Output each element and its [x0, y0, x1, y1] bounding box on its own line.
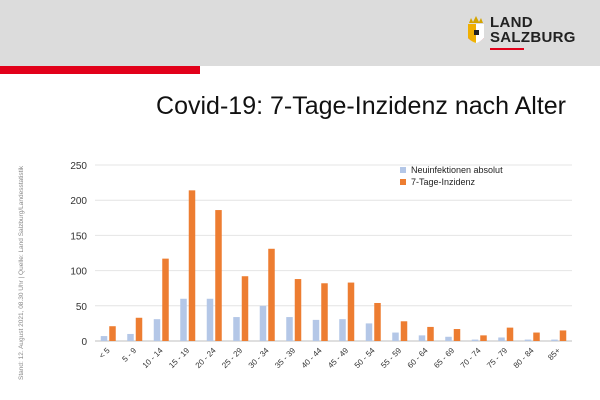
bar-inzidenz: [109, 326, 116, 341]
bar-inzidenz: [241, 276, 249, 341]
bar-neuinfektionen: [153, 319, 161, 341]
x-tick-label: 50 - 54: [353, 346, 377, 370]
bar-inzidenz: [135, 317, 143, 341]
header-bar: [0, 0, 600, 66]
bar-neuinfektionen: [498, 337, 505, 341]
x-tick-label: 25 - 29: [220, 346, 244, 370]
bar-neuinfektionen: [286, 317, 293, 341]
bar-neuinfektionen: [471, 339, 479, 341]
bar-neuinfektionen: [259, 305, 267, 341]
bar-neuinfektionen: [392, 332, 399, 341]
bar-inzidenz: [268, 248, 275, 341]
bar-inzidenz: [188, 190, 196, 341]
x-tick-label: 15 - 19: [167, 346, 191, 370]
logo-line-2: SALZBURG: [490, 29, 576, 46]
legend-item-incidence: 7-Tage-Inzidenz: [400, 176, 503, 188]
legend-item-absolute: Neuinfektionen absolut: [400, 164, 503, 176]
y-tick-label: 150: [70, 231, 87, 242]
bar-inzidenz: [480, 335, 487, 341]
bar-inzidenz: [427, 326, 434, 341]
y-tick-label: 200: [70, 196, 87, 207]
legend-swatch-incidence: [400, 179, 406, 185]
legend-label-absolute: Neuinfektionen absolut: [411, 165, 503, 175]
coat-of-arms-icon: [468, 16, 484, 43]
x-tick-label: 75 - 79: [485, 346, 509, 370]
bar-neuinfektionen: [180, 298, 187, 341]
x-tick-label: 65 - 69: [432, 346, 456, 370]
x-tick-label: 60 - 64: [406, 346, 430, 370]
bar-inzidenz: [347, 282, 355, 341]
x-tick-label: 20 - 24: [194, 346, 218, 370]
logo-underline: [490, 48, 524, 50]
bar-inzidenz: [533, 332, 540, 341]
bar-inzidenz: [559, 330, 567, 341]
header-accent-stripe: [0, 66, 200, 74]
x-tick-label: 55 - 59: [379, 346, 403, 370]
bar-neuinfektionen: [100, 336, 108, 341]
bar-inzidenz: [294, 279, 302, 341]
x-tick-label: 45 - 49: [326, 346, 350, 370]
y-tick-label: 100: [70, 267, 87, 278]
x-tick-label: 40 - 44: [300, 346, 324, 370]
bar-neuinfektionen: [418, 335, 426, 341]
bar-inzidenz: [321, 283, 328, 341]
page-title: Covid-19: 7-Tage-Inzidenz nach Alter: [156, 92, 566, 120]
chart-legend: Neuinfektionen absolut 7-Tage-Inzidenz: [400, 164, 503, 188]
bar-inzidenz: [506, 327, 514, 341]
bar-inzidenz: [400, 321, 408, 341]
bar-neuinfektionen: [551, 339, 558, 341]
bar-inzidenz: [453, 329, 461, 341]
x-tick-label: 85+: [546, 346, 562, 362]
x-tick-label: 35 - 39: [273, 346, 297, 370]
bar-inzidenz: [162, 258, 169, 341]
y-tick-label: 250: [70, 161, 87, 172]
x-tick-label: < 5: [97, 346, 112, 361]
bar-neuinfektionen: [365, 323, 373, 341]
bar-inzidenz: [215, 210, 222, 341]
x-tick-label: 10 - 14: [141, 346, 165, 370]
bar-neuinfektionen: [339, 319, 346, 341]
bar-neuinfektionen: [312, 319, 320, 341]
x-tick-label: 30 - 34: [247, 346, 271, 370]
y-tick-label: 0: [81, 337, 87, 348]
bar-inzidenz: [374, 302, 381, 341]
x-tick-label: 70 - 74: [459, 346, 483, 370]
legend-label-incidence: 7-Tage-Inzidenz: [411, 177, 476, 187]
logo-line-1: LAND: [490, 14, 533, 31]
bar-neuinfektionen: [233, 317, 240, 341]
bar-neuinfektionen: [445, 336, 452, 341]
x-tick-label: 80 - 84: [512, 346, 536, 370]
bar-neuinfektionen: [206, 298, 214, 341]
y-tick-label: 50: [76, 302, 88, 313]
bar-neuinfektionen: [524, 339, 532, 341]
bar-neuinfektionen: [127, 333, 134, 341]
x-tick-label: 5 - 9: [120, 346, 138, 364]
legend-swatch-absolute: [400, 167, 406, 173]
logo-wordmark: LAND SALZBURG: [490, 15, 576, 45]
